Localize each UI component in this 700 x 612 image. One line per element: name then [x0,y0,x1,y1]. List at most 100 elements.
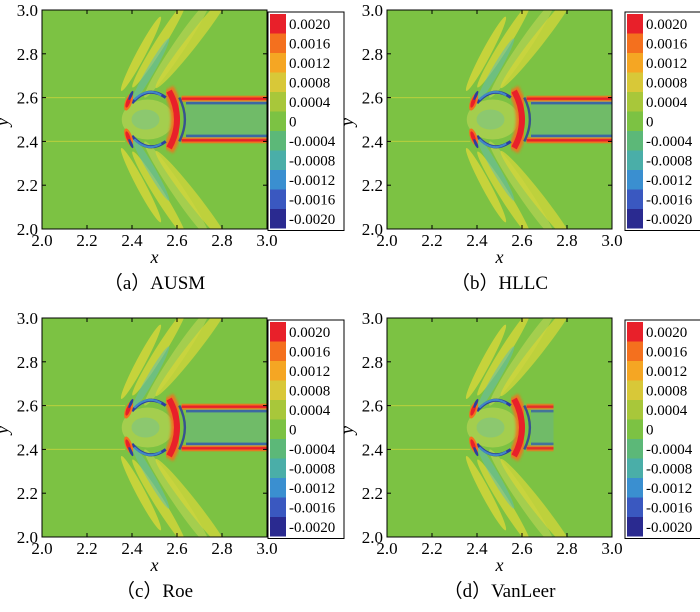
y-tick-label: 2.4 [17,440,39,459]
legend-level-label: 0.0008 [289,76,330,92]
y-axis-title: y [337,118,357,128]
legend-level-label: 0.0004 [289,95,331,111]
legend-level-label: -0.0020 [646,212,692,228]
upper-wave-1 [120,16,162,91]
legend-level-label: -0.0012 [289,173,335,189]
lower-wave-2 [132,151,186,229]
upper-shock-light [133,90,162,101]
x-tick-label: 2.8 [556,539,577,558]
legend-swatch [627,209,643,229]
legend-level-label: 0 [289,115,297,131]
y-tick-label: 3.0 [17,309,38,328]
legend-swatch [627,439,643,459]
y-tick-label: 2.0 [17,220,38,239]
lower-wave-1 [120,456,162,531]
legend-swatch [270,341,286,361]
x-tick-label: 2.2 [421,539,442,558]
legend-swatch [270,189,286,209]
legend-swatch [627,458,643,478]
main-arc-blue [178,97,187,142]
colorbar-legend: 0.0020 0.0016 0.0012 0.0008 0.0004 0 -0.0004 -0… [624,319,700,539]
lower-wave-cyan [130,442,170,509]
legend-swatch [270,478,286,498]
lower-wave-3 [144,141,210,229]
legend-level-label: -0.0016 [289,193,336,209]
upper-wave-cyan [475,38,515,105]
upstream-shear-line [387,448,471,450]
lower-wave-1 [120,148,162,223]
wake-interior [531,100,612,139]
legend-level-label: 0.0016 [289,345,331,361]
main-arc-red [166,89,180,150]
wake-stream-red [526,405,554,408]
legend-swatch [270,439,286,459]
upper-wave-4 [500,318,575,397]
legend-level-label: 0.0004 [646,95,688,111]
legend-swatch [627,131,643,151]
legend-swatch [270,33,286,53]
legend-swatch [270,322,286,342]
x-tick-label: 3.0 [256,231,277,250]
legend-level-label: 0.0008 [289,384,330,400]
legend-level-label: 0.0008 [646,76,687,92]
legend-swatch [270,170,286,190]
wake-stream-red [181,405,267,408]
legend-level-label: 0.0012 [646,364,687,380]
legend-level-label: 0.0016 [646,37,688,53]
x-tick-label: 2.2 [76,231,97,250]
axes-frame [386,317,613,538]
upstream-shear-line [42,405,126,407]
legend-swatch [627,14,643,34]
legend-level-label: 0.0016 [289,37,331,53]
y-tick-label: 2.6 [17,89,38,108]
legend-swatch [270,458,286,478]
legend-level-label: -0.0004 [646,134,693,150]
wake-stream-blue [531,409,554,413]
upper-wave-3 [144,318,210,406]
upper-wave-2 [477,10,531,88]
y-axis-title: y [0,118,12,128]
legend-swatch [627,419,643,439]
legend-level-label: -0.0004 [289,442,336,458]
legend-level-label: 0.0012 [646,56,687,72]
legend-swatch [627,111,643,131]
chart-panel-0: 2.0 2.2 2.4 2.6 2.8 3.0 2.0 2.2 2.4 2.6 2.8 3.0 x y （a… [0,1,345,294]
wake-interior [531,408,554,447]
y-tick-label: 2.0 [362,220,383,239]
leading-spike-blue [128,447,134,457]
lower-shock-light [478,446,507,457]
chart-panel-3: 2.0 2.2 2.4 2.6 2.8 3.0 2.0 2.2 2.4 2.6 2.8 3.0 x y （d… [337,309,700,602]
y-tick-label: 2.2 [17,484,38,503]
axes-frame [386,9,613,230]
y-tick-label: 2.4 [362,132,384,151]
y-tick-label: 2.0 [362,528,383,547]
legend-swatch [270,150,286,170]
legend-swatch [270,517,286,537]
upstream-shear-line [42,448,126,450]
main-arc-red [511,89,525,150]
x-tick-label: 2.8 [211,539,232,558]
x-tick-label: 2.8 [211,231,232,250]
y-tick-label: 2.0 [17,528,38,547]
lower-wave-3 [489,449,555,537]
legend-level-label: 0.0004 [646,403,688,419]
lower-wave-cyan [475,134,515,201]
lower-wave-4 [500,150,575,229]
lower-wave-1 [465,456,507,531]
legend-swatch [270,400,286,420]
upper-wave-3 [144,10,210,98]
axes-frame [41,9,268,230]
legend-level-label: -0.0008 [289,154,335,170]
x-tick-label: 2.0 [376,231,397,250]
upper-wave-4 [155,10,230,89]
x-tick-label: 2.8 [556,231,577,250]
legend-level-label: 0.0016 [646,345,688,361]
x-tick-label: 3.0 [601,231,622,250]
legend-swatch [270,419,286,439]
colorbar-legend: 0.0020 0.0016 0.0012 0.0008 0.0004 0 -0.0004 -0… [624,11,700,231]
x-axis-title: x [150,555,159,575]
chart-panel-1: 2.0 2.2 2.4 2.6 2.8 3.0 2.0 2.2 2.4 2.6 2.8 3.0 x y （b… [337,1,700,294]
upper-shock-light [478,398,507,409]
wake-stream-red [526,139,612,142]
upstream-shear-line [387,140,471,142]
